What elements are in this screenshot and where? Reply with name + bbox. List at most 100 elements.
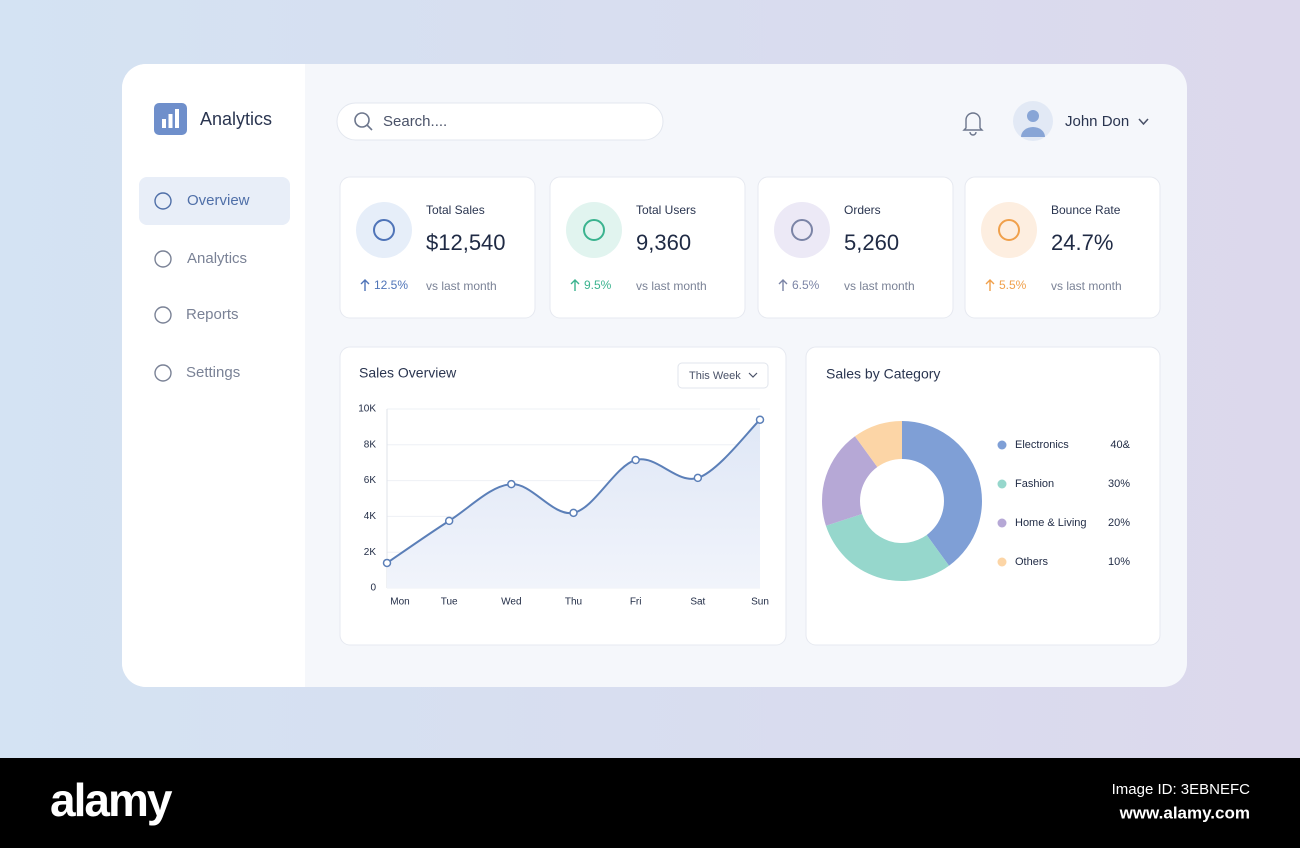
legend-label: Others [1015,556,1049,568]
y-tick-label: 8K [364,439,377,450]
line-chart: 0 2K 4K 6K 8K 10K Mon Tue Wed Thu Fri Sat Sun [358,404,769,608]
user-menu-caret[interactable] [1138,118,1149,126]
legend-dot [997,440,1007,450]
stat-icon-bg [566,202,622,258]
nav-item[interactable]: Analytics [187,250,247,267]
stat-icon-bg [774,202,830,258]
nav-active-bg [139,177,290,225]
stat-change: 5.5% [999,278,1027,292]
stat-note: vs last month [844,279,915,293]
brand-icon-bar [175,109,179,128]
panel-title: Sales Overview [359,365,457,381]
x-tick-label: Thu [565,597,582,608]
x-tick-label: Wed [501,597,521,608]
area [387,419,760,588]
donut-slice [854,421,902,468]
donut-slice [902,421,982,566]
avatar-body [1021,127,1045,137]
stat-icon-bg [981,202,1037,258]
stat-icon-bg [356,202,412,258]
stat-value: 24.7% [1051,230,1113,255]
point [382,558,392,568]
sidebar [122,64,305,687]
stat-change: 12.5% [374,278,408,292]
stat-icon [998,219,1020,241]
value-label: 20% [1108,517,1130,529]
point [631,455,640,465]
period-dropdown[interactable] [677,362,769,389]
legend-dot [997,518,1007,528]
stat-icon [583,219,605,241]
search-box[interactable] [336,102,664,141]
x-tick-label: Sat [690,597,705,608]
user-name[interactable]: John Don [1065,113,1129,130]
donut-slice [825,513,950,582]
x-tick-label: Fri [630,597,642,608]
stat-note: vs last month [636,279,707,293]
donut-slice [821,436,878,526]
stat-note: vs last month [426,279,497,293]
nav-icon [154,192,172,210]
y-tick-label: 2K [364,547,377,558]
search-icon [366,124,373,131]
y-tick-label: 6K [364,475,377,486]
value-label: 30% [1108,478,1130,490]
brand-icon-bar [168,114,173,128]
stat-title: Bounce Rate [1051,203,1121,217]
legend-dot [997,479,1007,489]
nav-icon [154,364,172,382]
period-dropdown-label: This Week [689,370,741,382]
stats-row: Total Sales $12,540 12.5% vs last month Tota… [339,176,1161,319]
point [569,508,578,518]
nav-item[interactable]: Overview [187,192,250,209]
y-tick-label: 4K [364,511,377,522]
donut-chart: Electronics 40&Fashion 30% Home & Living 20%… [821,421,1131,582]
nav-icon [154,250,172,268]
footer-bar [0,758,1300,848]
point [507,479,516,489]
stat-value: 9,360 [636,230,691,255]
brand-name: Analytics [200,109,272,129]
stat-change: 9.5% [584,278,612,292]
avatar-head [1027,110,1039,122]
stat-title: Total Users [636,203,696,217]
y-tick-label: 10K [358,404,376,415]
nav-item[interactable]: Settings [186,364,240,381]
legend-label: Fashion [1015,478,1054,490]
stat-change-arrow [360,279,370,291]
legend-dot [997,557,1007,567]
point [444,516,454,526]
stat-change-arrow [778,279,788,291]
x-tick-label: Mon [390,597,409,608]
value-label: 40& [1110,439,1130,451]
stat-change-arrow [985,279,995,291]
stat-title: Orders [844,203,881,217]
stat-icon [373,219,395,241]
stat-title: Total Sales [426,203,485,217]
legend-label: Electronics [1015,439,1069,451]
point [755,415,765,424]
nav-item[interactable]: Reports [186,306,239,323]
point [693,473,703,483]
panel-title: Sales by Category [826,366,940,382]
legend-label: Home & Living [1015,517,1087,529]
nav-icon [154,306,172,324]
search-placeholder: Search.... [383,113,447,130]
stat-note: vs last month [1051,279,1122,293]
notification-bell[interactable] [962,112,984,136]
dropdown-caret [748,372,758,378]
footer-logo: alamy [50,774,173,826]
stat-value: 5,260 [844,230,899,255]
search-icon [354,112,370,128]
stat-value: $12,540 [426,230,506,255]
brand-icon-bar [162,119,166,128]
stat-icon [791,219,813,241]
site-url: www.alamy.com [1119,803,1250,822]
x-tick-label: Tue [441,597,458,608]
stat-change: 6.5% [792,278,820,292]
stat-change-arrow [570,279,580,291]
nav: Overview Analytics Reports Settings [139,177,290,382]
x-tick-label: Sun [751,597,769,608]
y-tick-label: 0 [370,583,376,594]
